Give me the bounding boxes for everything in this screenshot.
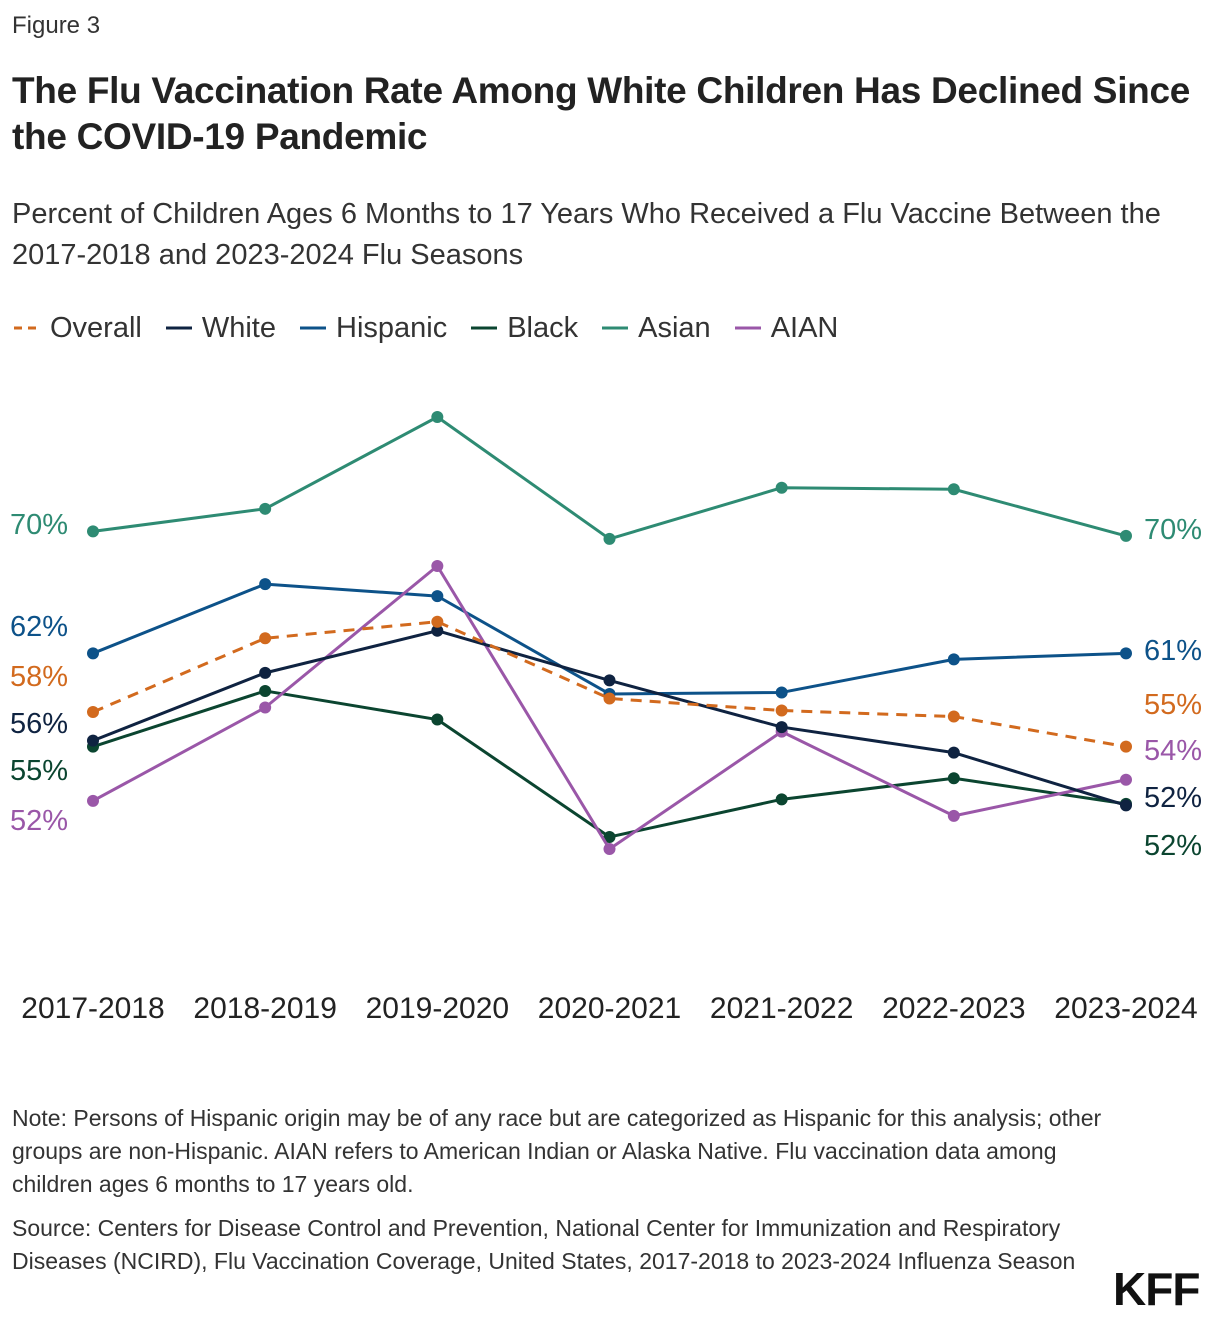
data-point-hispanic bbox=[947, 653, 960, 666]
data-point-white bbox=[259, 666, 272, 679]
chart-legend: Overall White Hispanic Black Asian AIAN bbox=[12, 308, 860, 348]
data-point-white bbox=[947, 746, 960, 759]
data-point-asian bbox=[947, 483, 960, 496]
start-label-hispanic: 62% bbox=[10, 611, 68, 643]
legend-label: Black bbox=[507, 311, 579, 344]
start-label-aian: 52% bbox=[10, 805, 68, 837]
data-point-aian bbox=[259, 701, 272, 714]
series-line-aian bbox=[92, 564, 1127, 851]
data-point-overall bbox=[603, 692, 616, 705]
x-tick-label: 2020-2021 bbox=[538, 992, 681, 1025]
data-point-aian bbox=[603, 843, 616, 855]
chart-title: The Flu Vaccination Rate Among White Chi… bbox=[12, 70, 1191, 157]
legend-label: Asian bbox=[638, 311, 711, 344]
data-point-black bbox=[431, 713, 444, 726]
data-point-asian bbox=[775, 481, 788, 494]
chart-source: Source: Centers for Disease Control and … bbox=[12, 1215, 1076, 1274]
end-label-hispanic: 61% bbox=[1144, 635, 1202, 667]
data-point-black bbox=[947, 772, 960, 785]
data-point-hispanic bbox=[1120, 647, 1132, 660]
start-label-asian: 70% bbox=[10, 509, 68, 541]
series-line-black bbox=[92, 689, 1127, 839]
legend-swatch bbox=[602, 326, 629, 330]
legend-swatch bbox=[300, 326, 326, 330]
data-point-overall bbox=[947, 710, 960, 723]
end-label-black: 52% bbox=[1144, 830, 1202, 862]
legend-swatch bbox=[734, 326, 761, 330]
line-chart: 2017-2018 2018-2019 2019-2020 2020-2021 2021… bbox=[10, 411, 1202, 1025]
x-tick-label: 2023-2024 bbox=[1054, 992, 1197, 1025]
data-point-hispanic bbox=[87, 647, 99, 660]
legend-swatch bbox=[165, 326, 192, 330]
data-point-hispanic bbox=[259, 578, 272, 591]
legend-item-hispanic: Hispanic bbox=[298, 312, 447, 345]
data-point-asian bbox=[431, 411, 444, 423]
x-tick-label: 2018-2019 bbox=[193, 992, 336, 1025]
legend-item-aian: AIAN bbox=[733, 311, 839, 345]
end-label-asian: 70% bbox=[1144, 514, 1202, 546]
chart-note: Note: Persons of Hispanic origin may be … bbox=[12, 1105, 1102, 1197]
legend-item-overall: Overall bbox=[12, 312, 142, 345]
legend-item-asian: Asian bbox=[600, 312, 711, 345]
x-tick-label: 2017-2018 bbox=[21, 992, 164, 1025]
data-point-asian bbox=[603, 532, 616, 545]
legend-label: Overall bbox=[50, 311, 142, 344]
legend-swatch bbox=[471, 326, 498, 330]
end-label-white: 52% bbox=[1144, 782, 1202, 814]
data-point-white bbox=[431, 624, 444, 637]
data-point-hispanic bbox=[431, 590, 444, 603]
data-point-overall bbox=[259, 632, 272, 645]
legend-label: Hispanic bbox=[336, 311, 448, 344]
series-line-asian bbox=[92, 415, 1127, 541]
data-point-asian bbox=[87, 525, 99, 538]
data-point-aian bbox=[87, 794, 99, 807]
data-point-white bbox=[87, 734, 99, 747]
data-point-overall bbox=[431, 615, 444, 628]
legend-label: White bbox=[201, 311, 276, 344]
start-label-white: 56% bbox=[10, 708, 68, 740]
data-point-white bbox=[1120, 799, 1132, 812]
end-label-aian: 54% bbox=[1144, 735, 1202, 767]
data-point-asian bbox=[1120, 529, 1132, 542]
x-tick-label: 2019-2020 bbox=[366, 992, 509, 1025]
x-tick-label: 2021-2022 bbox=[710, 992, 853, 1025]
end-label-overall: 55% bbox=[1144, 689, 1202, 721]
data-point-aian bbox=[947, 809, 960, 822]
legend-label: AIAN bbox=[770, 311, 839, 344]
data-point-black bbox=[259, 684, 272, 697]
legend-swatch bbox=[14, 326, 40, 330]
data-point-overall bbox=[1120, 740, 1132, 753]
data-point-overall bbox=[775, 704, 788, 717]
legend-item-black: Black bbox=[469, 312, 578, 345]
data-point-black bbox=[603, 830, 616, 843]
data-point-aian bbox=[431, 560, 444, 573]
data-point-aian bbox=[1120, 773, 1132, 786]
data-point-black bbox=[775, 793, 788, 806]
x-tick-label: 2022-2023 bbox=[882, 992, 1025, 1025]
start-label-black: 55% bbox=[10, 755, 68, 787]
legend-item-white: White bbox=[164, 312, 276, 345]
data-point-overall bbox=[87, 706, 99, 719]
data-point-white bbox=[603, 674, 616, 687]
data-point-white bbox=[775, 721, 788, 734]
kff-logo: KFF bbox=[1113, 1263, 1200, 1315]
figure-label: Figure 3 bbox=[12, 12, 101, 39]
data-point-hispanic bbox=[775, 686, 788, 699]
data-point-asian bbox=[259, 502, 272, 515]
chart-subtitle: Percent of Children Ages 6 Months to 17 … bbox=[12, 198, 1161, 271]
start-label-overall: 58% bbox=[10, 661, 68, 693]
